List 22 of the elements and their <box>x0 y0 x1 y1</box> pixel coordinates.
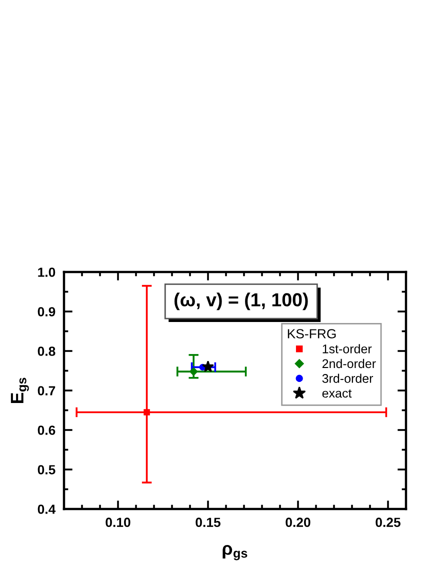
legend-label: 3rd-order <box>322 374 374 383</box>
y-tick-label: 0.9 <box>38 307 56 316</box>
y-tick-label: 0.8 <box>38 346 56 356</box>
legend-label: exact <box>322 389 352 398</box>
x-tick-label: 0.25 <box>376 518 400 528</box>
annotation: (ω, v) = (1, 100) <box>174 292 308 310</box>
y-tick-label: 0.5 <box>38 465 56 474</box>
y-tick-label: 0.4 <box>38 504 56 514</box>
point <box>202 360 214 372</box>
x-axis-title: ρ$_{gs}$ <box>222 545 248 560</box>
y-tick-label: 0.7 <box>38 386 56 396</box>
point <box>189 367 198 376</box>
x-tick-label: 0.10 <box>106 518 130 528</box>
point <box>144 409 150 416</box>
legend-label: 1st-order <box>322 344 372 354</box>
legend-label: 2nd-order <box>322 358 376 368</box>
y-axis-title: E$_{gs}$ <box>10 378 29 404</box>
y-tick-label: 1.0 <box>38 268 56 277</box>
x-tick-label: 0.15 <box>196 518 220 528</box>
legend-title: KS-FRG <box>288 329 336 338</box>
y-tick-label: 0.6 <box>38 426 56 435</box>
x-tick-label: 0.20 <box>286 518 310 528</box>
